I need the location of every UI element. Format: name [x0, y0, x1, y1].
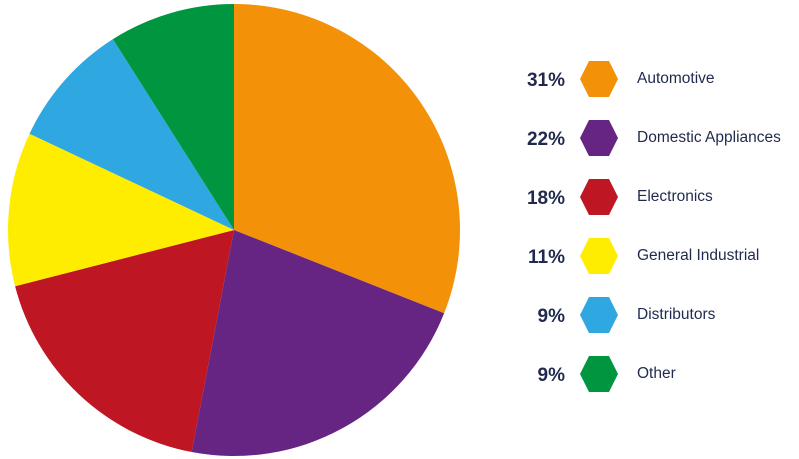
hexagon-marker-icon — [580, 238, 618, 274]
legend-percent: 18% — [526, 188, 565, 209]
pie-chart — [8, 4, 461, 457]
legend-label: Domestic Appliances — [637, 129, 781, 146]
legend-item-other: 9% Other — [490, 355, 799, 395]
legend-percent: 11% — [528, 247, 565, 268]
hexagon-marker-icon — [580, 120, 618, 156]
legend-percent: 9% — [537, 365, 565, 386]
legend-item-electronics: 18% Electronics — [490, 178, 799, 218]
legend-label: Distributors — [637, 306, 716, 323]
pie-slice-electronics — [15, 230, 234, 452]
pie-slice-distributors — [29, 39, 235, 231]
legend-item-general-industrial: 11% General Industrial — [490, 237, 799, 277]
pie-slice-other — [112, 4, 234, 230]
legend-item-distributors: 9% Distributors — [490, 296, 799, 336]
legend-label: Electronics — [637, 188, 713, 205]
legend-label: General Industrial — [637, 247, 760, 264]
pie-slice-general-industrial — [8, 133, 235, 287]
legend-percent: 9% — [537, 306, 565, 327]
pie-slice-domestic-appliances — [191, 230, 445, 457]
hexagon-marker-icon — [580, 356, 618, 392]
hexagon-marker-icon — [580, 179, 618, 215]
legend-label: Automotive — [637, 70, 715, 87]
legend-label: Other — [637, 365, 676, 382]
legend-percent: 22% — [526, 129, 565, 150]
legend-item-automotive: 31% Automotive — [490, 60, 799, 100]
legend-item-domestic-appliances: 22% Domestic Appliances — [490, 119, 799, 159]
legend-percent: 31% — [526, 70, 565, 91]
hexagon-marker-icon — [580, 297, 618, 333]
hexagon-marker-icon — [580, 61, 618, 97]
pie-slice-automotive — [234, 4, 461, 314]
